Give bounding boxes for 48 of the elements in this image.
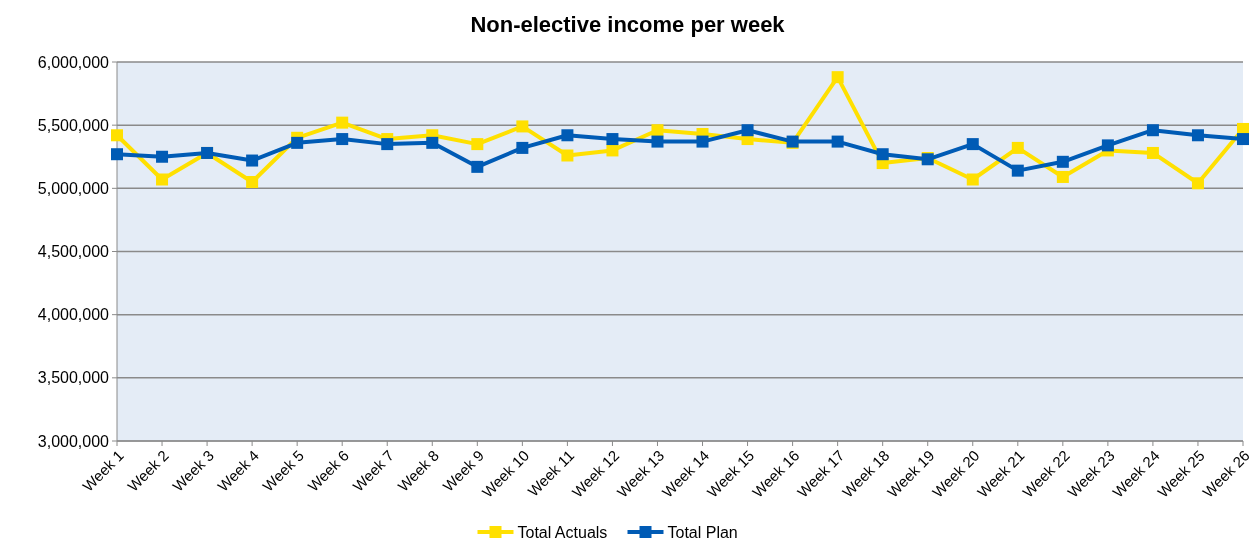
- point: [651, 135, 664, 148]
- point: [651, 124, 664, 137]
- point: [426, 136, 439, 149]
- y-tick-label: 3,000,000: [37, 432, 110, 450]
- point: [1056, 170, 1069, 183]
- point: [471, 138, 484, 151]
- point: [156, 173, 169, 186]
- point: [516, 141, 529, 154]
- point: [111, 129, 123, 142]
- legend-label: Total Plan: [667, 523, 738, 541]
- point: [156, 150, 169, 163]
- point: [831, 71, 844, 84]
- point: [696, 135, 709, 148]
- point: [606, 133, 619, 146]
- point: [1056, 155, 1069, 168]
- point: [336, 133, 349, 146]
- y-tick-label: 5,000,000: [37, 179, 110, 197]
- point: [291, 136, 304, 149]
- point: [1146, 146, 1159, 159]
- point: [966, 173, 979, 186]
- legend-label: Total Actuals: [517, 523, 608, 541]
- point: [741, 124, 754, 137]
- point: [1146, 124, 1159, 137]
- point: [516, 120, 529, 133]
- point: [966, 138, 979, 151]
- y-tick-label: 5,500,000: [37, 116, 110, 134]
- point: [246, 154, 259, 167]
- point: [336, 116, 349, 129]
- y-tick-label: 4,500,000: [37, 243, 110, 261]
- point: [1011, 164, 1024, 177]
- point: [606, 144, 619, 157]
- y-tick-label: 6,000,000: [37, 53, 110, 71]
- y-tick-label: 3,500,000: [37, 369, 110, 387]
- point: [1101, 139, 1114, 152]
- point: [561, 129, 574, 142]
- point: [111, 148, 123, 161]
- point: [1011, 141, 1024, 154]
- point: [561, 149, 574, 162]
- chart-title: Non-elective income per week: [470, 12, 786, 37]
- point: [1191, 177, 1204, 190]
- point: [246, 176, 259, 189]
- point: [1237, 133, 1249, 146]
- point: [381, 138, 394, 151]
- point: [876, 148, 889, 161]
- point: [471, 160, 484, 173]
- point: [831, 135, 844, 148]
- y-tick-label: 4,000,000: [37, 306, 110, 324]
- point: [1191, 129, 1204, 142]
